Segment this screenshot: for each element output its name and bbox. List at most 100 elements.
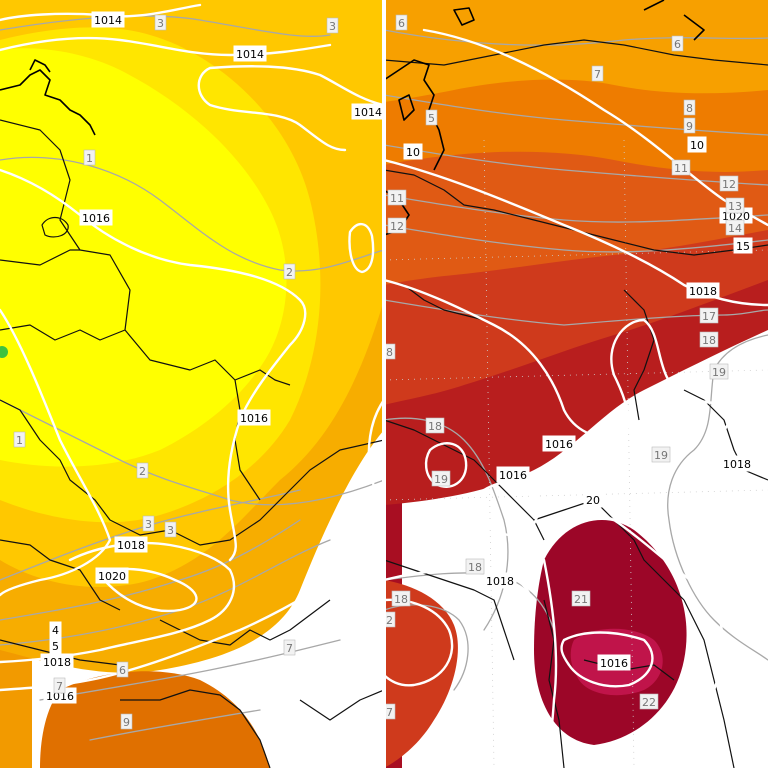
svg-text:11: 11 bbox=[390, 192, 404, 205]
right-isotherm-label: 12 bbox=[719, 175, 739, 192]
svg-text:8: 8 bbox=[386, 346, 393, 359]
left-isobar-label: 1020 bbox=[95, 567, 129, 584]
right-isotherm-label: 13 bbox=[725, 197, 745, 214]
svg-text:5: 5 bbox=[428, 112, 435, 125]
right-isotherm-label: 19 bbox=[431, 470, 451, 487]
left-temp-line bbox=[0, 15, 331, 37]
left-map: 1014 1014 1014 1016 1016 1018 1020 1018 … bbox=[0, 0, 384, 768]
svg-text:18: 18 bbox=[468, 561, 482, 574]
right-small-ring bbox=[673, 705, 683, 719]
right-border bbox=[623, 289, 655, 421]
right-isotherm-label: 18 bbox=[425, 417, 445, 434]
svg-text:15: 15 bbox=[736, 240, 750, 253]
svg-text:1016: 1016 bbox=[545, 438, 573, 451]
right-isobar-label: 1016 bbox=[542, 435, 576, 452]
right-isotherm-label: 19 bbox=[709, 363, 729, 380]
left-isotherm-label: 1 bbox=[83, 149, 96, 166]
right-border bbox=[384, 559, 515, 661]
svg-text:14: 14 bbox=[728, 222, 742, 235]
right-temp-line bbox=[384, 29, 768, 46]
svg-text:3: 3 bbox=[167, 524, 174, 537]
left-coastline bbox=[0, 69, 96, 136]
left-green-spot bbox=[0, 346, 8, 358]
svg-text:11: 11 bbox=[674, 162, 688, 175]
left-border bbox=[159, 599, 331, 646]
left-isobar-label: 1016 bbox=[237, 409, 271, 426]
left-lake bbox=[41, 216, 69, 238]
svg-text:3: 3 bbox=[145, 518, 152, 531]
svg-text:1020: 1020 bbox=[98, 570, 126, 583]
left-isotherm-label: 2 bbox=[283, 263, 296, 280]
left-temp-line bbox=[0, 519, 301, 621]
svg-text:1: 1 bbox=[16, 434, 23, 447]
right-isotherm-label: 14 bbox=[725, 219, 745, 236]
svg-text:10: 10 bbox=[406, 146, 420, 159]
svg-text:17: 17 bbox=[702, 310, 716, 323]
left-isotherm-label: 9 bbox=[120, 713, 133, 730]
right-border bbox=[683, 389, 768, 481]
left-border bbox=[0, 324, 126, 341]
left-isotherm-label: 7 bbox=[53, 677, 66, 694]
left-isotherm-label: 3 bbox=[154, 14, 167, 31]
svg-text:10: 10 bbox=[690, 139, 704, 152]
svg-text:7: 7 bbox=[286, 642, 293, 655]
left-border bbox=[299, 689, 384, 721]
svg-text:18: 18 bbox=[428, 420, 442, 433]
right-small-ring bbox=[502, 714, 524, 748]
right-border bbox=[683, 599, 735, 768]
left-isobar-1016b bbox=[0, 528, 384, 692]
right-map: 10 1020 1018 1016 1016 1018 1018 1016 10… bbox=[384, 0, 768, 768]
svg-text:1016: 1016 bbox=[240, 412, 268, 425]
svg-text:7: 7 bbox=[594, 68, 601, 81]
right-isotherm-label: 22 bbox=[639, 693, 659, 710]
svg-text:19: 19 bbox=[712, 366, 726, 379]
svg-text:9: 9 bbox=[123, 716, 130, 729]
svg-text:19: 19 bbox=[654, 449, 668, 462]
right-isobar-label: 1018 bbox=[720, 455, 754, 472]
right-isotherm-label: 12 bbox=[387, 217, 407, 234]
left-border bbox=[0, 399, 384, 546]
left-isobar-1016 bbox=[348, 223, 375, 274]
right-isotherm-label: 21 bbox=[571, 590, 591, 607]
right-isobar-1018 bbox=[384, 158, 768, 307]
svg-text:8: 8 bbox=[686, 102, 693, 115]
svg-text:7: 7 bbox=[386, 706, 393, 719]
svg-text:6: 6 bbox=[674, 38, 681, 51]
right-border bbox=[384, 419, 545, 541]
left-isobar-1018 bbox=[0, 541, 236, 664]
svg-text:1018: 1018 bbox=[689, 285, 717, 298]
left-coastline bbox=[29, 59, 51, 73]
svg-text:1016: 1016 bbox=[82, 212, 110, 225]
left-isotherm-label: 8 bbox=[117, 662, 128, 677]
svg-text:4: 4 bbox=[52, 624, 59, 637]
right-isobar-1016-south bbox=[552, 514, 724, 768]
left-temp-line bbox=[0, 156, 384, 272]
left-temp-line bbox=[39, 639, 341, 701]
svg-text:1018: 1018 bbox=[723, 458, 751, 471]
panel-divider bbox=[382, 0, 386, 768]
right-border bbox=[543, 599, 565, 768]
left-isotherm-label: 4 bbox=[49, 621, 62, 638]
right-isotherm-label: 19 bbox=[651, 446, 671, 463]
right-isobar-label: 1016 bbox=[597, 654, 631, 671]
svg-text:6: 6 bbox=[398, 17, 405, 30]
left-zone-dark-orange bbox=[40, 671, 270, 768]
left-isotherm-label: 2 bbox=[136, 462, 149, 479]
left-zone-bright-yellow bbox=[0, 48, 287, 467]
svg-text:21: 21 bbox=[574, 593, 588, 606]
left-isotherm-label: 5 bbox=[49, 637, 62, 654]
right-isotherm-label: 9 bbox=[683, 117, 696, 134]
left-isotherm-label: 7 bbox=[283, 639, 296, 656]
left-isobar-1020 bbox=[98, 567, 198, 613]
left-isobar-1014 bbox=[197, 65, 384, 152]
right-coastline bbox=[384, 59, 445, 171]
svg-text:19: 19 bbox=[434, 473, 448, 486]
right-zone-red-lower bbox=[384, 580, 458, 768]
svg-text:1018: 1018 bbox=[43, 656, 71, 669]
left-isobar-label: 1014 bbox=[91, 11, 125, 28]
right-coastline bbox=[398, 94, 415, 121]
left-border bbox=[120, 689, 271, 768]
svg-text:3: 3 bbox=[157, 17, 164, 30]
svg-text:9: 9 bbox=[686, 120, 693, 133]
